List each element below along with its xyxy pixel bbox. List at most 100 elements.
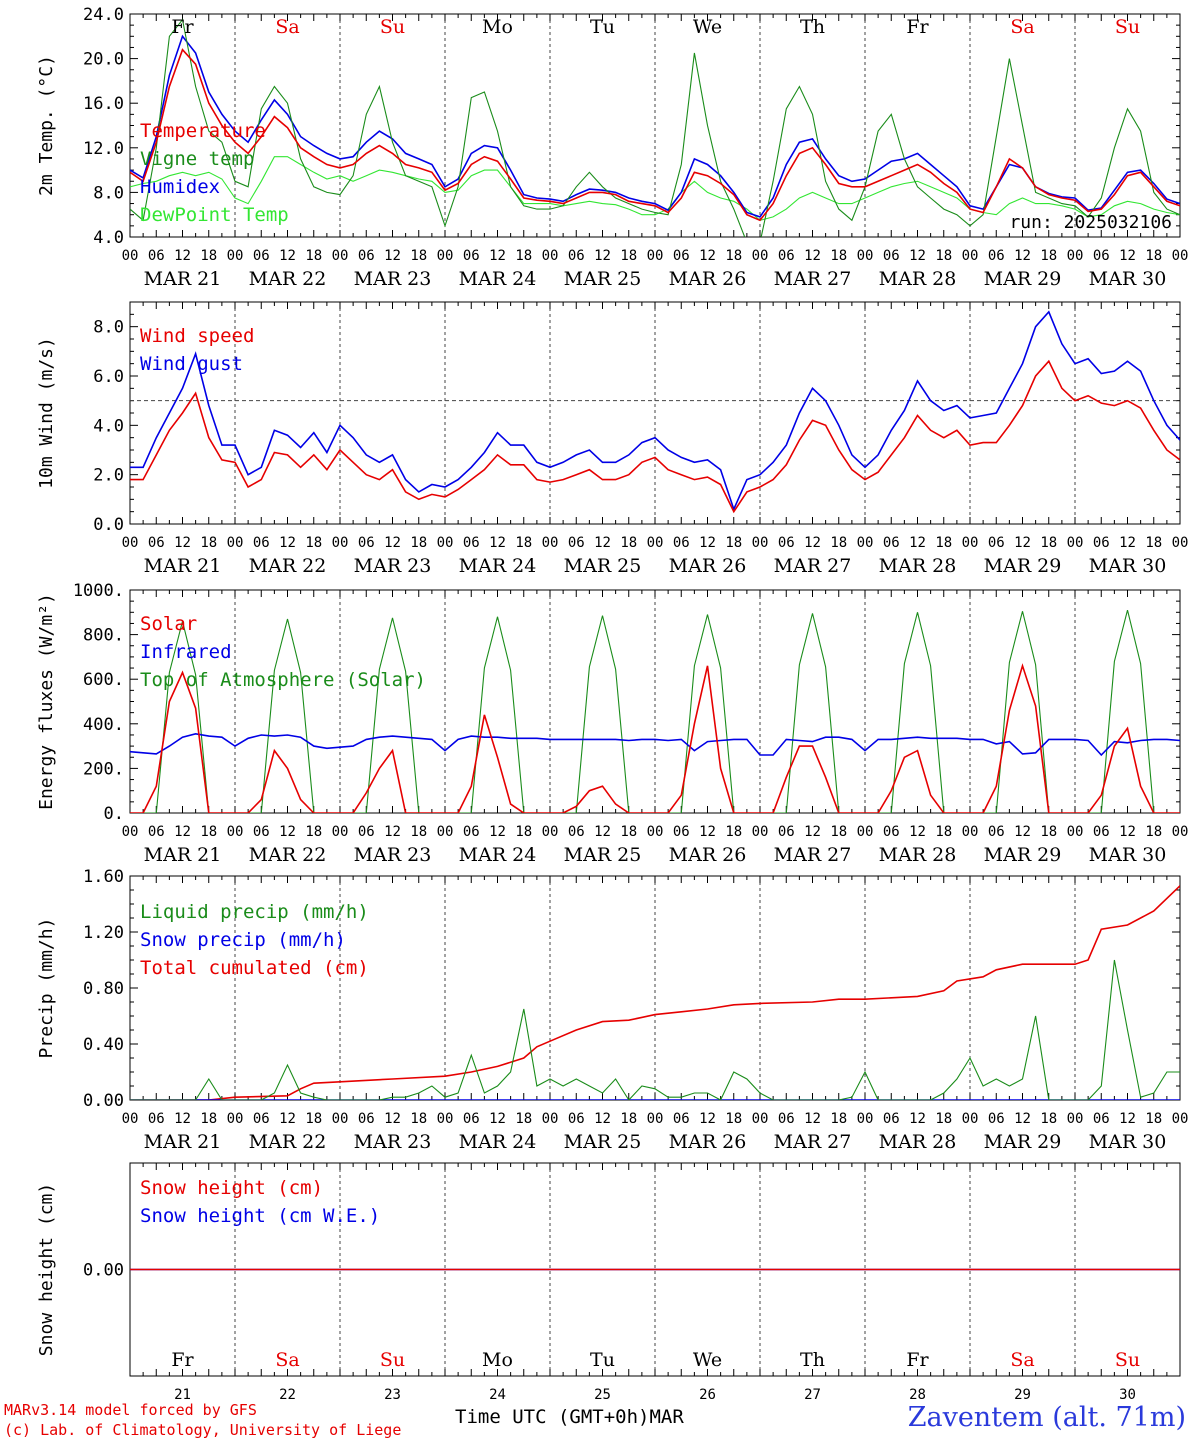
y-axis-label: 2m Temp. (°C)	[36, 55, 57, 196]
y-axis-label: Snow height (cm)	[36, 1183, 57, 1356]
hour-label: 18	[725, 535, 742, 551]
hour-label: 00	[227, 248, 244, 264]
hour-label: 18	[830, 248, 847, 264]
hour-label: 00	[437, 824, 454, 840]
hour-label: 00	[437, 248, 454, 264]
hour-label: 00	[752, 535, 769, 551]
hour-label: 06	[253, 535, 270, 551]
date-label: MAR 21	[144, 268, 222, 290]
hour-label: 00	[1172, 824, 1189, 840]
weekday-label: Su	[1115, 16, 1140, 38]
hour-label: 00	[857, 248, 874, 264]
series-line-top-of-atmosphere-solar-	[130, 609, 1180, 813]
hour-label: 06	[463, 1111, 480, 1127]
hour-label: 12	[1014, 824, 1031, 840]
series-line-temperature	[130, 48, 1180, 222]
day-number: 21	[174, 1387, 191, 1403]
hour-label: 18	[1040, 1111, 1057, 1127]
hour-label: 12	[174, 535, 191, 551]
hour-label: 18	[200, 535, 217, 551]
hour-label: 12	[594, 1111, 611, 1127]
date-label: MAR 25	[564, 844, 642, 866]
hour-label: 18	[1040, 535, 1057, 551]
date-label: MAR 21	[144, 1131, 222, 1153]
hour-label: 06	[568, 824, 585, 840]
hour-label: 06	[568, 248, 585, 264]
hour-label: 06	[673, 824, 690, 840]
hour-label: 12	[804, 535, 821, 551]
weekday-label: Tu	[590, 16, 615, 38]
y-tick-label: 0.40	[83, 1035, 124, 1055]
hour-label: 18	[1040, 248, 1057, 264]
hour-label: 06	[883, 1111, 900, 1127]
weekday-label: We	[693, 16, 722, 38]
panel-4: 0.00 0.40 0.80 1.20 1.60 Precip (mm/h) Liquid …	[36, 867, 1188, 1153]
hour-label: 00	[542, 248, 559, 264]
hour-label: 18	[830, 824, 847, 840]
panel-3: 0. 200. 400. 600. 800. 1000. Energy fluxes (W/…	[36, 581, 1188, 866]
date-label: MAR 26	[669, 268, 747, 290]
y-tick-label: 8.0	[93, 318, 124, 338]
hour-label: 12	[909, 824, 926, 840]
weekday-label: Sa	[1010, 1349, 1034, 1371]
hour-label: 06	[778, 824, 795, 840]
date-label: MAR 26	[669, 1131, 747, 1153]
date-label: MAR 23	[354, 555, 432, 577]
hour-label: 06	[148, 824, 165, 840]
hour-label: 18	[305, 535, 322, 551]
hour-label: 12	[489, 248, 506, 264]
legend-entry: Vigne temp	[140, 148, 254, 170]
hour-label: 18	[1145, 535, 1162, 551]
series-line-infrared	[130, 732, 1180, 757]
date-label: MAR 27	[774, 844, 852, 866]
weekday-label: Sa	[1010, 16, 1034, 38]
y-tick-label: 800.	[83, 626, 124, 646]
hour-label: 18	[935, 248, 952, 264]
hour-label: 00	[857, 824, 874, 840]
legend-entry: Liquid precip (mm/h)	[140, 901, 369, 923]
hour-label: 18	[515, 824, 532, 840]
hour-label: 18	[200, 248, 217, 264]
date-label: MAR 22	[249, 555, 327, 577]
weekday-label: Sa	[275, 16, 299, 38]
y-tick-label: 0.0	[93, 515, 124, 535]
date-label: MAR 23	[354, 268, 432, 290]
series-line-vigne-temp	[130, 18, 1180, 237]
hour-label: 00	[122, 535, 139, 551]
date-label: MAR 22	[249, 1131, 327, 1153]
hour-label: 00	[542, 535, 559, 551]
hour-label: 12	[1014, 535, 1031, 551]
y-axis-label: 10m Wind (m/s)	[36, 337, 57, 489]
hour-label: 00	[227, 535, 244, 551]
hour-label: 18	[410, 535, 427, 551]
time-axis-caption: Time UTC (GMT+0h)MAR	[455, 1406, 684, 1428]
y-tick-label: 0.	[104, 804, 124, 824]
day-number: 28	[909, 1387, 926, 1403]
legend-entry: Snow height (cm W.E.)	[140, 1205, 380, 1227]
y-tick-label: 200.	[83, 759, 124, 779]
y-tick-label: 1.60	[83, 867, 124, 887]
hour-label: 18	[305, 824, 322, 840]
hour-label: 06	[1093, 535, 1110, 551]
date-label: MAR 27	[774, 555, 852, 577]
date-label: MAR 23	[354, 844, 432, 866]
station-name: Zaventem (alt. 71m)	[907, 1402, 1186, 1433]
hour-label: 06	[358, 824, 375, 840]
date-label: MAR 22	[249, 844, 327, 866]
hour-label: 12	[174, 248, 191, 264]
day-number: 25	[594, 1387, 611, 1403]
hour-label: 06	[568, 1111, 585, 1127]
hour-label: 18	[200, 1111, 217, 1127]
hour-label: 06	[358, 535, 375, 551]
hour-label: 06	[883, 535, 900, 551]
y-tick-label: 24.0	[83, 5, 124, 25]
hour-label: 18	[1145, 248, 1162, 264]
hour-label: 06	[778, 1111, 795, 1127]
date-label: MAR 21	[144, 844, 222, 866]
legend-entry: DewPoint Temp	[140, 204, 289, 226]
hour-label: 18	[620, 535, 637, 551]
hour-label: 06	[673, 248, 690, 264]
legend-entry: Humidex	[140, 176, 220, 198]
hour-label: 18	[410, 1111, 427, 1127]
date-label: MAR 30	[1089, 555, 1167, 577]
